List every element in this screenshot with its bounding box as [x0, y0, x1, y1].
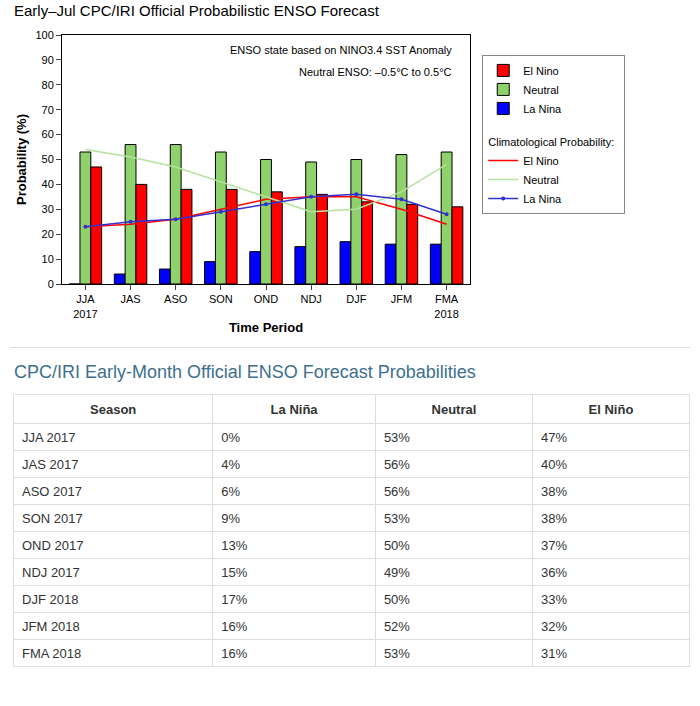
svg-text:SON: SON [209, 293, 233, 305]
svg-text:80: 80 [42, 79, 54, 91]
html-text:CPC/IRI Early-Month Official E: CPC/IRI Early-Month Official ENSO Foreca… [14, 362, 476, 382]
html-text:53%: 53% [383, 429, 410, 445]
html-text:JAS 2017: JAS 2017 [22, 456, 79, 472]
html-text:Season: Season [90, 401, 137, 417]
svg-text:JAS: JAS [120, 293, 140, 305]
html-text:52%: 52% [383, 618, 410, 634]
html-text:JJA 2017: JJA 2017 [22, 429, 76, 445]
html-text:6%: 6% [221, 483, 241, 499]
html-text:4%: 4% [221, 456, 241, 472]
svg-text:30: 30 [42, 203, 54, 215]
html-text:La Niña: La Niña [270, 401, 318, 417]
html-text:FMA 2018: FMA 2018 [22, 645, 82, 661]
html-text:NDJ 2017: NDJ 2017 [22, 564, 80, 580]
html-text:53%: 53% [383, 510, 410, 526]
html-text:53%: 53% [383, 645, 410, 661]
html-text:0%: 0% [221, 429, 241, 445]
svg-text:Early–Jul CPC/IRI Official Pro: Early–Jul CPC/IRI Official Probabilistic… [14, 2, 380, 19]
html-text:56%: 56% [383, 483, 410, 499]
svg-text:Time Period: Time Period [229, 320, 303, 335]
html-text:36%: 36% [541, 564, 567, 580]
html-text:49%: 49% [383, 564, 410, 580]
svg-text:50: 50 [42, 153, 54, 165]
svg-text:ENSO state based on NINO3.4 SS: ENSO state based on NINO3.4 SST Anomaly [230, 44, 452, 56]
html-text:16%: 16% [221, 645, 248, 661]
html-text:ASO 2017: ASO 2017 [22, 483, 82, 499]
html-text:56%: 56% [383, 456, 410, 472]
html-text:17%: 17% [221, 591, 248, 607]
svg-text:JFM: JFM [391, 293, 412, 305]
svg-text:Neutral ENSO: –0.5°C to 0.5°C: Neutral ENSO: –0.5°C to 0.5°C [299, 66, 452, 78]
html-text:38%: 38% [541, 483, 567, 499]
html-text:31%: 31% [541, 645, 567, 661]
html-text:38%: 38% [541, 510, 567, 526]
svg-text:60: 60 [42, 128, 54, 140]
svg-text:70: 70 [42, 104, 54, 116]
svg-text:20: 20 [42, 228, 54, 240]
html-text:33%: 33% [541, 591, 567, 607]
html-text:SON 2017: SON 2017 [22, 510, 83, 526]
svg-text:100: 100 [35, 29, 53, 41]
svg-text:OND: OND [254, 293, 279, 305]
svg-text:El Nino: El Nino [523, 155, 558, 167]
svg-text:Neutral: Neutral [523, 174, 558, 186]
svg-text:JJA2017: JJA2017 [73, 293, 97, 319]
svg-text:Neutral: Neutral [523, 84, 558, 96]
html-text:OND 2017: OND 2017 [22, 537, 84, 553]
svg-text:10: 10 [42, 253, 54, 265]
html-text:13%: 13% [221, 537, 248, 553]
svg-text:0: 0 [48, 278, 54, 290]
svg-text:DJF: DJF [346, 293, 366, 305]
svg-text:90: 90 [42, 54, 54, 66]
svg-text:40: 40 [42, 178, 54, 190]
html-text:El Niño: El Niño [588, 401, 634, 417]
html-text:50%: 50% [383, 537, 410, 553]
svg-text:La Nina: La Nina [523, 103, 562, 115]
html-text:37%: 37% [541, 537, 567, 553]
html-text:50%: 50% [383, 591, 410, 607]
svg-text:Probability (%): Probability (%) [14, 114, 29, 205]
html-text:DJF 2018: DJF 2018 [22, 591, 79, 607]
svg-text:La Nina: La Nina [523, 193, 562, 205]
html-text:JFM 2018: JFM 2018 [22, 618, 80, 634]
html-text:40%: 40% [541, 456, 567, 472]
svg-text:El Nino: El Nino [523, 65, 558, 77]
svg-text:NDJ: NDJ [300, 293, 321, 305]
svg-text:ASO: ASO [164, 293, 188, 305]
svg-text:FMA2018: FMA2018 [434, 293, 459, 319]
html-text:15%: 15% [221, 564, 248, 580]
html-text:9%: 9% [221, 510, 241, 526]
html-text:32%: 32% [541, 618, 567, 634]
html-text:16%: 16% [221, 618, 248, 634]
svg-text:Climatological Probability:: Climatological Probability: [488, 136, 614, 148]
html-text:Neutral: Neutral [431, 401, 477, 417]
html-text:47%: 47% [541, 429, 567, 445]
